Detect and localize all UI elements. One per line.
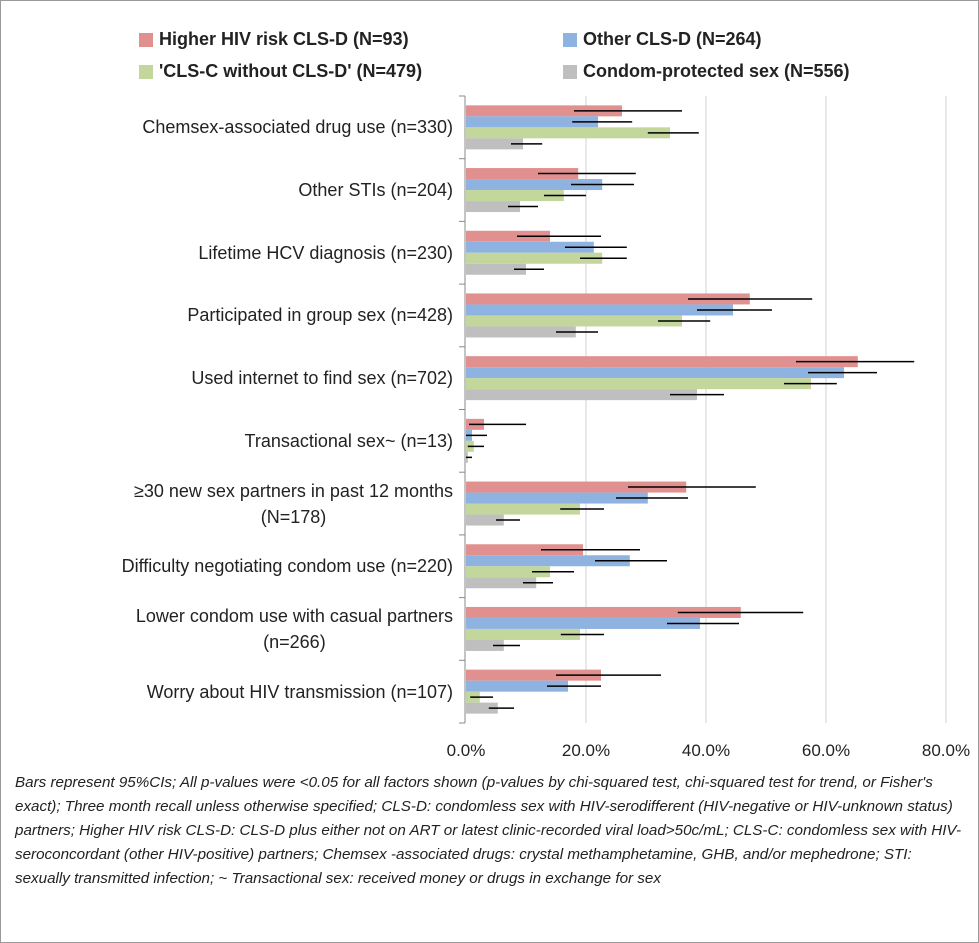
bar [466, 680, 568, 692]
legend-label: Condom-protected sex (N=556) [583, 61, 850, 81]
bar [466, 639, 504, 651]
bar [466, 555, 630, 567]
bar [466, 628, 580, 640]
bar [466, 566, 550, 578]
bar [466, 544, 583, 556]
y-tick-label: Difficulty negotiating condom use (n=220… [121, 556, 453, 577]
footnote: Bars represent 95%CIs; All p-values were… [15, 774, 962, 887]
bar [466, 606, 741, 618]
x-tick-label: 40.0% [681, 741, 731, 760]
bar [466, 326, 576, 338]
bar [466, 577, 537, 589]
bar [466, 492, 648, 504]
legend-swatch [139, 65, 153, 79]
y-tick-label: Chemsex-associated drug use (n=330) [142, 117, 453, 138]
bar [466, 378, 811, 390]
bar [466, 503, 580, 515]
y-tick-label: Participated in group sex (n=428) [187, 305, 453, 326]
bar [466, 389, 697, 401]
bar [466, 138, 523, 150]
bar [466, 367, 844, 379]
bar [466, 702, 498, 714]
y-tick-label: ≥30 new sex partners in past 12 months (… [133, 480, 453, 527]
legend-label: Higher HIV risk CLS-D (N=93) [159, 29, 409, 49]
y-tick-label: Used internet to find sex (n=702) [191, 368, 453, 389]
legend-swatch [563, 33, 577, 47]
bar [466, 116, 598, 128]
bar [466, 617, 700, 629]
bar [466, 481, 687, 493]
x-tick-label: 20.0% [561, 741, 611, 760]
bar [466, 315, 682, 327]
x-tick-label: 0.0% [446, 741, 486, 760]
bar [466, 263, 526, 275]
bar [466, 304, 733, 316]
bar [466, 252, 603, 264]
bar [466, 179, 603, 191]
legend-swatch [563, 65, 577, 79]
y-tick-label: Lower condom use with casual partners (n… [135, 605, 453, 652]
y-tick-label: Transactional sex~ (n=13) [244, 430, 453, 451]
bar [466, 356, 858, 368]
bar [466, 168, 579, 180]
legend-swatch [139, 33, 153, 47]
bar [466, 105, 622, 117]
bar [466, 230, 550, 242]
x-tick-label: 60.0% [801, 741, 851, 760]
bar [466, 127, 670, 139]
y-tick-label: Lifetime HCV diagnosis (n=230) [198, 242, 453, 263]
bar [466, 241, 594, 253]
bar [466, 669, 601, 681]
bar [466, 190, 564, 202]
y-tick-label: Worry about HIV transmission (n=107) [146, 681, 453, 702]
bar [466, 293, 750, 305]
bar [466, 201, 520, 213]
x-tick-label: 80.0% [921, 741, 971, 760]
y-tick-label: Other STIs (n=204) [298, 180, 453, 201]
legend-label: 'CLS-C without CLS-D' (N=479) [159, 61, 423, 81]
bar [466, 514, 504, 526]
legend-label: Other CLS-D (N=264) [583, 29, 762, 49]
